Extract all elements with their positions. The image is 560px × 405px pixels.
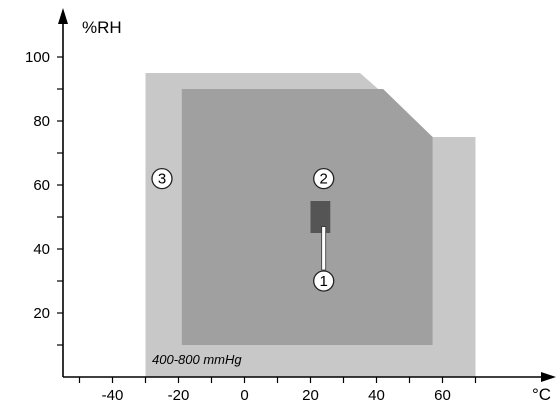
x-tick-label: -20: [168, 387, 190, 404]
x-axis-arrow: [541, 372, 556, 382]
x-tick-label: 0: [240, 387, 248, 404]
marker-1: 1: [313, 270, 335, 292]
marker-2: 2: [313, 167, 335, 190]
x-axis-title: °C: [532, 385, 551, 404]
connector-line: [321, 226, 327, 271]
y-tick-label: 40: [33, 241, 50, 258]
region-2: [181, 89, 433, 345]
region-1: [310, 201, 331, 233]
y-axis-arrow: [58, 8, 68, 24]
y-axis-title: %RH: [82, 18, 122, 37]
x-tick-label: 60: [434, 387, 451, 404]
y-tick-label: 20: [33, 305, 50, 322]
x-tick-label: 20: [302, 387, 319, 404]
y-tick-label: 80: [33, 113, 50, 130]
marker-label: 1: [320, 273, 328, 290]
regions-group: [145, 73, 476, 377]
marker-3: 3: [151, 167, 173, 190]
x-tick-label: 40: [368, 387, 385, 404]
axes-group: [57, 8, 556, 383]
markers-group: 1 2 3: [151, 167, 335, 292]
marker-label: 3: [158, 171, 166, 188]
y-tick-label: 100: [25, 49, 50, 66]
marker-circle: [313, 167, 335, 190]
connector-group: [321, 226, 327, 271]
pressure-annotation: 400-800 mmHg: [152, 352, 242, 367]
marker-circle: [313, 270, 335, 292]
labels-group: -40 -20 0 20 40 60 20 40 60 80 100 %RH °C 400-800 mmH…: [25, 18, 551, 404]
x-tick-label: -40: [102, 387, 124, 404]
marker-circle: [151, 167, 173, 190]
marker-label: 2: [320, 171, 328, 188]
y-tick-label: 60: [33, 177, 50, 194]
